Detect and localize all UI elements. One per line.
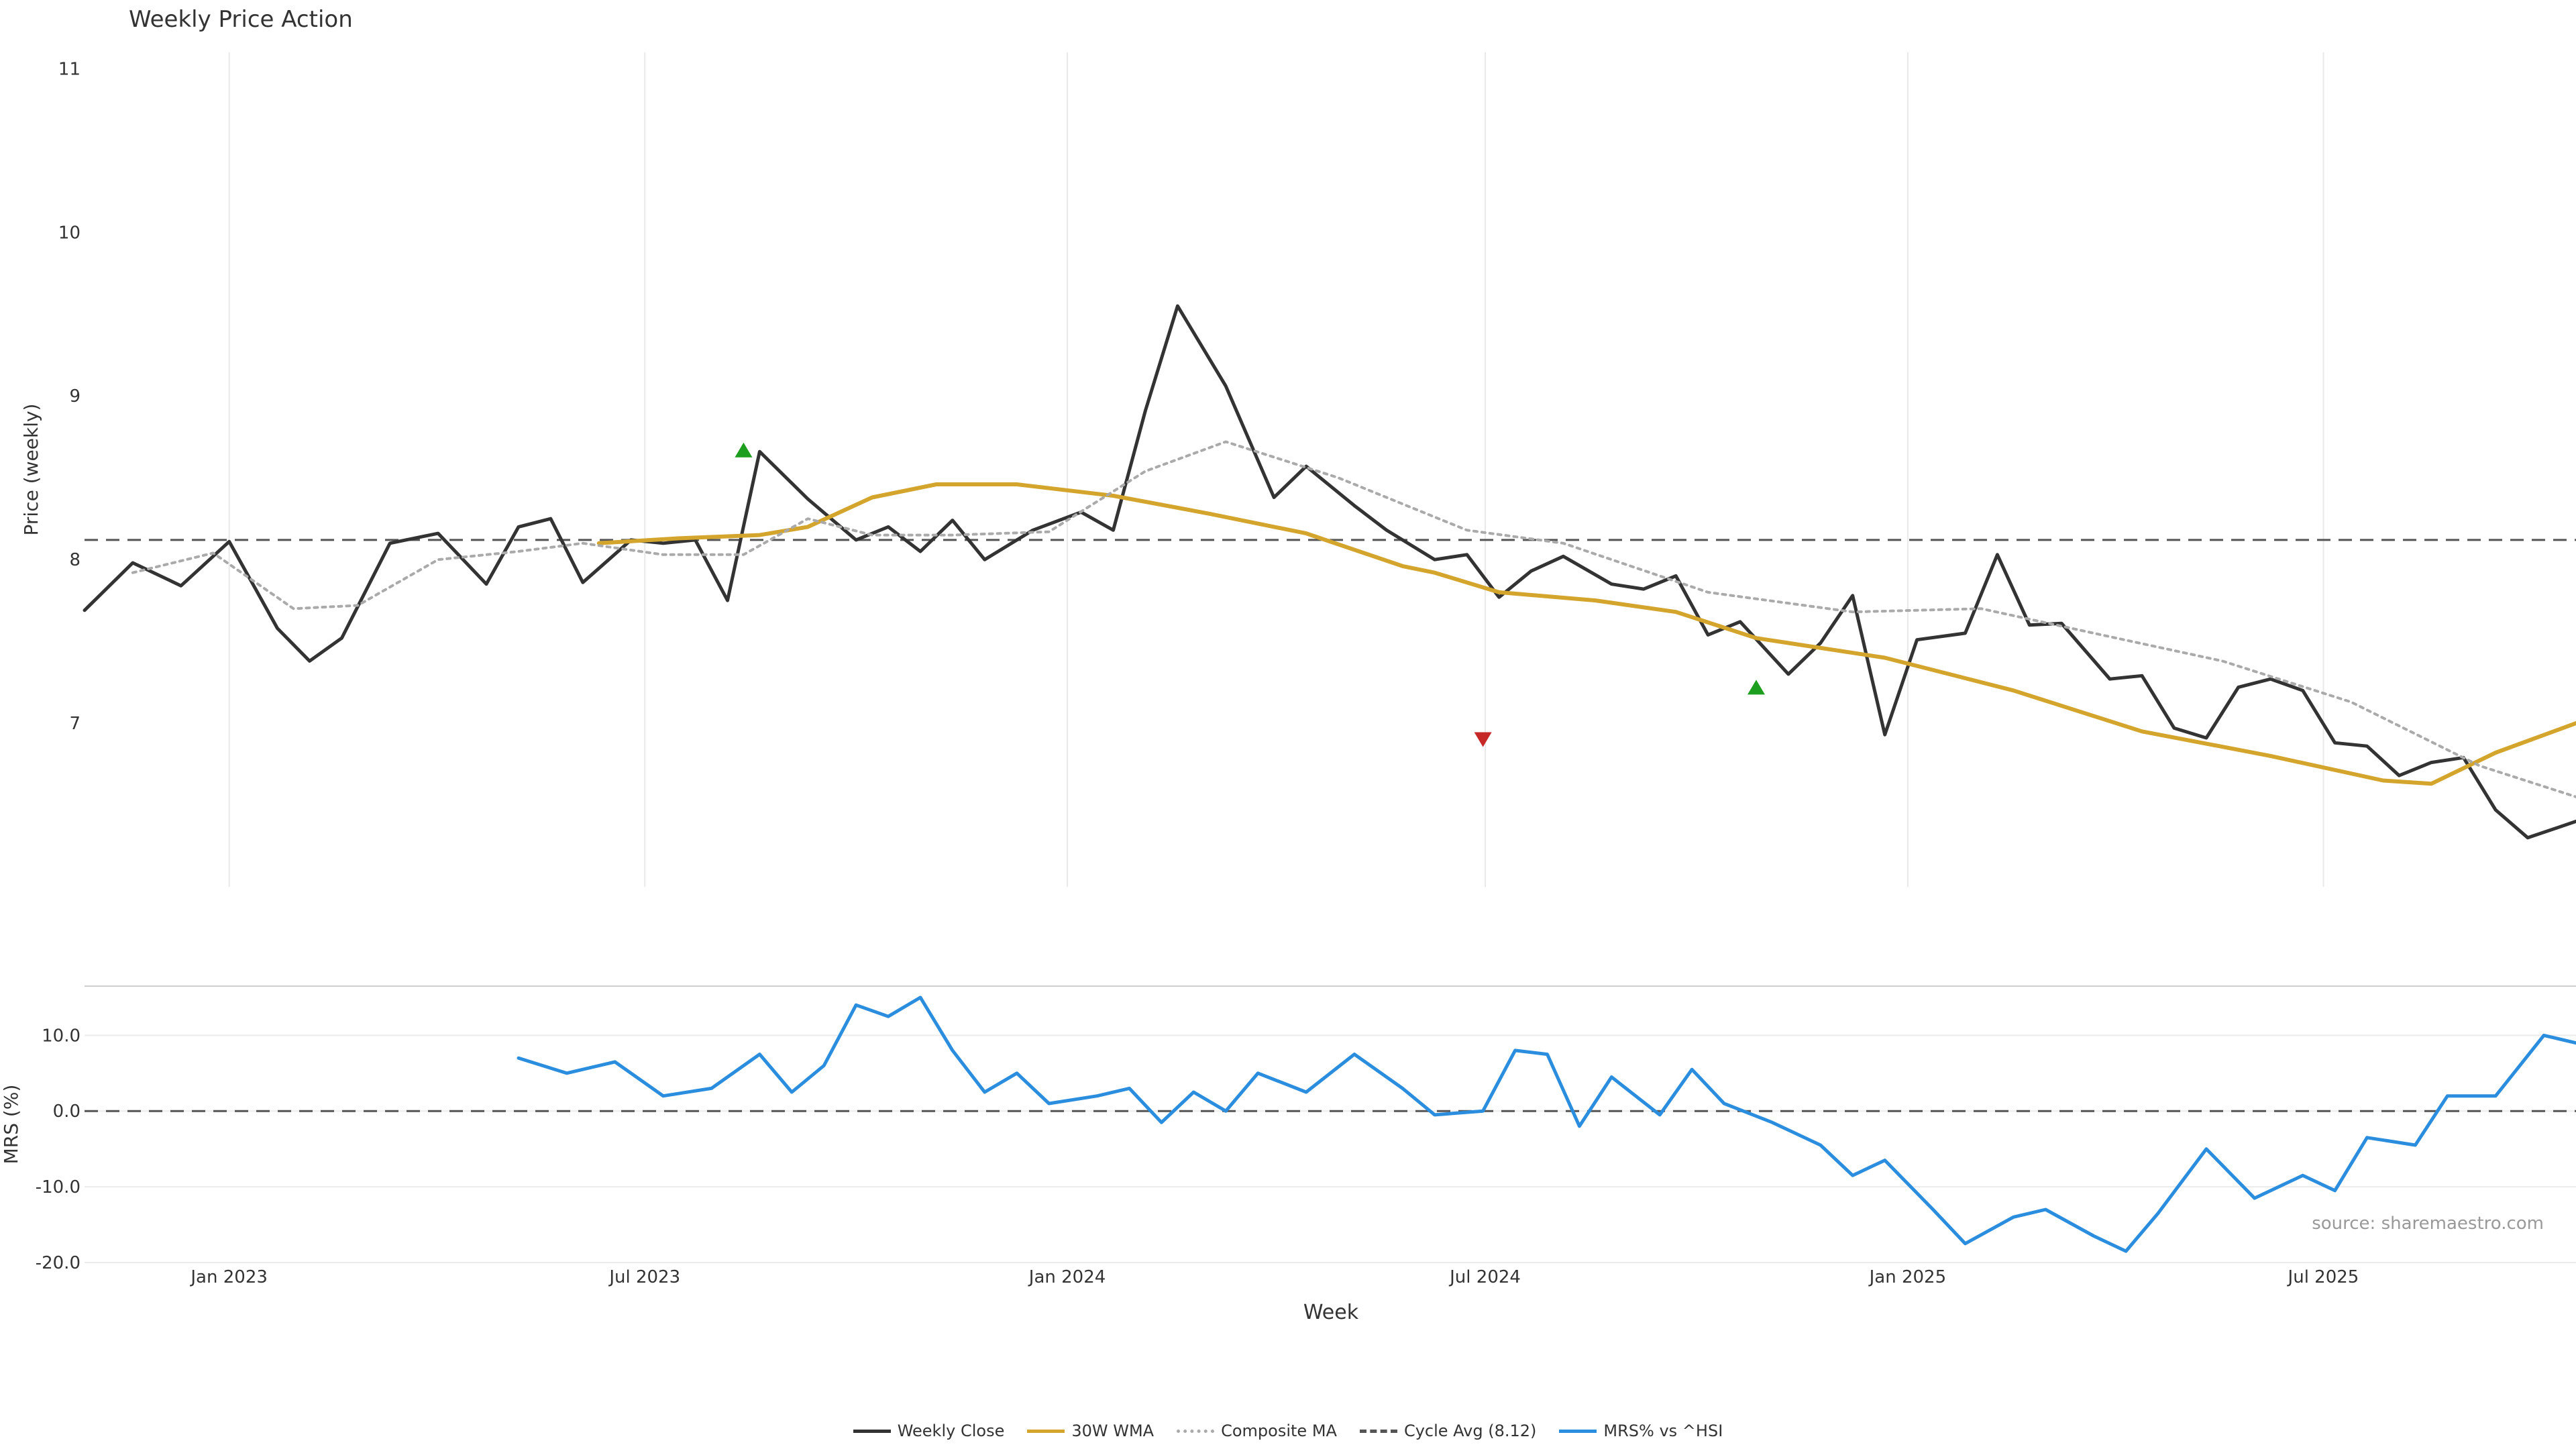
mrs-y-tick-label: 10.0 bbox=[42, 1026, 80, 1046]
legend-item: MRS% vs ^HSI bbox=[1559, 1421, 1723, 1440]
legend-item: Composite MA bbox=[1177, 1421, 1337, 1440]
x-tick-label: Jul 2024 bbox=[1448, 1267, 1521, 1287]
price-panel: 7 8 9 10 11 Price (weekly) bbox=[20, 52, 2576, 887]
x-axis-label: Week bbox=[1303, 1301, 1359, 1324]
sell-signal-marker bbox=[1474, 732, 1492, 747]
legend-swatch bbox=[1027, 1429, 1065, 1433]
price-y-tick-label: 8 bbox=[69, 550, 80, 570]
legend-label: Weekly Close bbox=[897, 1421, 1005, 1440]
legend-label: Cycle Avg (8.12) bbox=[1403, 1421, 1537, 1440]
x-tick-label: Jul 2025 bbox=[2287, 1267, 2359, 1287]
buy-signal-marker bbox=[735, 442, 753, 458]
mrs-panel: -20.0 -10.0 0.0 10.0 MRS (%) bbox=[0, 985, 2576, 1273]
legend-swatch bbox=[1177, 1429, 1215, 1433]
legend-swatch bbox=[853, 1429, 891, 1433]
legend-swatch bbox=[1359, 1429, 1397, 1433]
x-tick-label: Jul 2023 bbox=[608, 1267, 680, 1287]
series-line-mrs-vs-hsi bbox=[517, 996, 2576, 1253]
legend: Weekly Close 30W WMA Composite MA Cycle Avg… bbox=[0, 1417, 2576, 1444]
x-tick-label: Jan 2023 bbox=[189, 1267, 268, 1287]
x-tick-label: Jan 2024 bbox=[1028, 1267, 1106, 1287]
mrs-y-axis-label: MRS (%) bbox=[0, 1085, 22, 1165]
price-y-tick-label: 10 bbox=[58, 223, 80, 243]
legend-item: 30W WMA bbox=[1027, 1421, 1154, 1440]
series-line-30w-wma bbox=[596, 482, 2576, 786]
price-y-tick-label: 11 bbox=[58, 59, 80, 79]
mrs-y-tick-label: -10.0 bbox=[36, 1177, 80, 1197]
price-y-axis-label: Price (weekly) bbox=[20, 404, 42, 536]
legend-item: Weekly Close bbox=[853, 1421, 1005, 1440]
legend-label: Composite MA bbox=[1221, 1421, 1337, 1440]
legend-label: MRS% vs ^HSI bbox=[1603, 1421, 1723, 1440]
mrs-y-tick-label: -20.0 bbox=[36, 1253, 80, 1273]
price-y-tick-label: 7 bbox=[69, 714, 80, 734]
source-note: source: sharemaestro.com bbox=[2312, 1214, 2544, 1234]
buy-signal-marker bbox=[1747, 680, 1765, 695]
price-y-tick-label: 9 bbox=[69, 386, 80, 407]
mrs-y-tick-label: 0.0 bbox=[53, 1102, 80, 1122]
chart-title: Weekly Price Action bbox=[129, 6, 353, 33]
legend-item: Cycle Avg (8.12) bbox=[1359, 1421, 1537, 1440]
legend-swatch bbox=[1559, 1429, 1597, 1433]
legend-label: 30W WMA bbox=[1071, 1421, 1155, 1440]
series-line-composite-ma bbox=[131, 440, 2576, 798]
series-line-weekly-close bbox=[83, 304, 2576, 840]
x-tick-label: Jan 2025 bbox=[1868, 1267, 1947, 1287]
